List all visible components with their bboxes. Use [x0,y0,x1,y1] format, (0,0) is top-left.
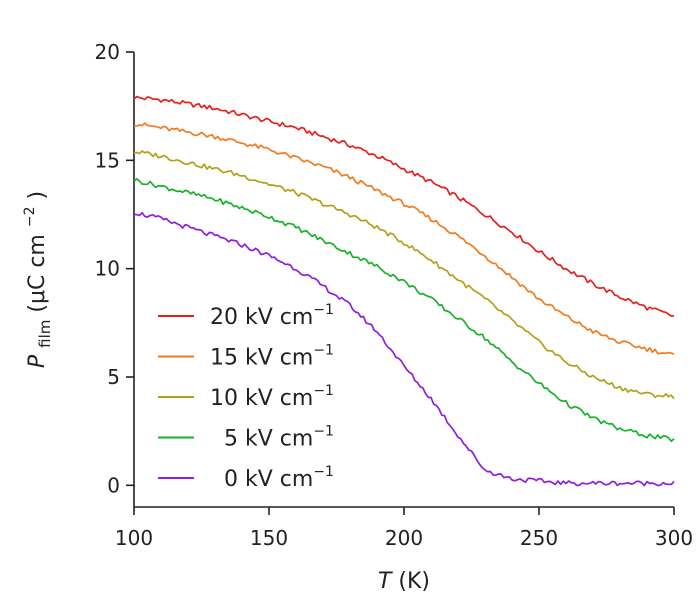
legend-label-20-kv: 20 kV cm−1 [210,302,334,330]
legend-label-0-kv: 0 kV cm−1 [224,464,334,492]
legend-label-15-kv: 15 kV cm−1 [210,343,334,371]
series-line-5-kv [133,178,675,443]
series-line-0-kv [133,211,675,487]
x-tick-label: 200 [385,526,423,550]
y-tick-label: 0 [107,473,120,497]
axis-titles: T (K) P film (μC cm −2 ) [15,191,430,594]
legend-unit: kV cm [238,467,313,492]
y-tick-label: 20 [95,40,120,64]
x-tick-label: 300 [655,526,693,550]
legend-unit-superscript: −1 [313,424,334,440]
legend-unit-superscript: −1 [313,302,334,318]
y-axis-unit-superscript: −2 [22,206,38,227]
legend-value: 15 [210,346,238,371]
x-tick-label: 250 [520,526,558,550]
legend-unit-superscript: −1 [313,383,334,399]
series-line-20-kv [133,95,675,317]
y-axis-unit: (μC cm [25,234,50,312]
x-tick-label: 100 [115,526,153,550]
legend-value: 5 [224,427,238,452]
y-axis-symbol: P [25,354,50,368]
legend-unit: kV cm [238,386,313,411]
x-axis-symbol: T [378,569,393,594]
x-tick-label: 150 [250,526,288,550]
legend-unit: kV cm [238,427,313,452]
legend-value: 10 [210,386,238,411]
x-axis-unit: (K) [398,569,430,594]
legend-label-5-kv: 5 kV cm−1 [224,424,334,452]
legend-value: 0 [224,467,238,492]
legend: 20 kV cm−115 kV cm−110 kV cm−15 kV cm−10… [158,302,334,492]
y-axis-unit-close: ) [25,191,50,200]
legend-unit: kV cm [238,305,313,330]
y-tick-label: 5 [107,365,120,389]
y-tick-label: 15 [95,148,120,172]
legend-unit: kV cm [238,346,313,371]
series-lines [133,95,675,487]
y-tick-label: 10 [95,257,120,281]
y-axis-title: P film (μC cm −2 ) [15,191,56,368]
legend-unit-superscript: −1 [313,464,334,480]
x-axis-title: T (K) [378,569,430,594]
y-axis-subscript: film [36,320,54,348]
legend-label-10-kv: 10 kV cm−1 [210,383,334,411]
legend-unit-superscript: −1 [313,343,334,359]
legend-value: 20 [210,305,238,330]
series-line-15-kv [133,122,675,355]
series-line-10-kv [133,150,675,400]
